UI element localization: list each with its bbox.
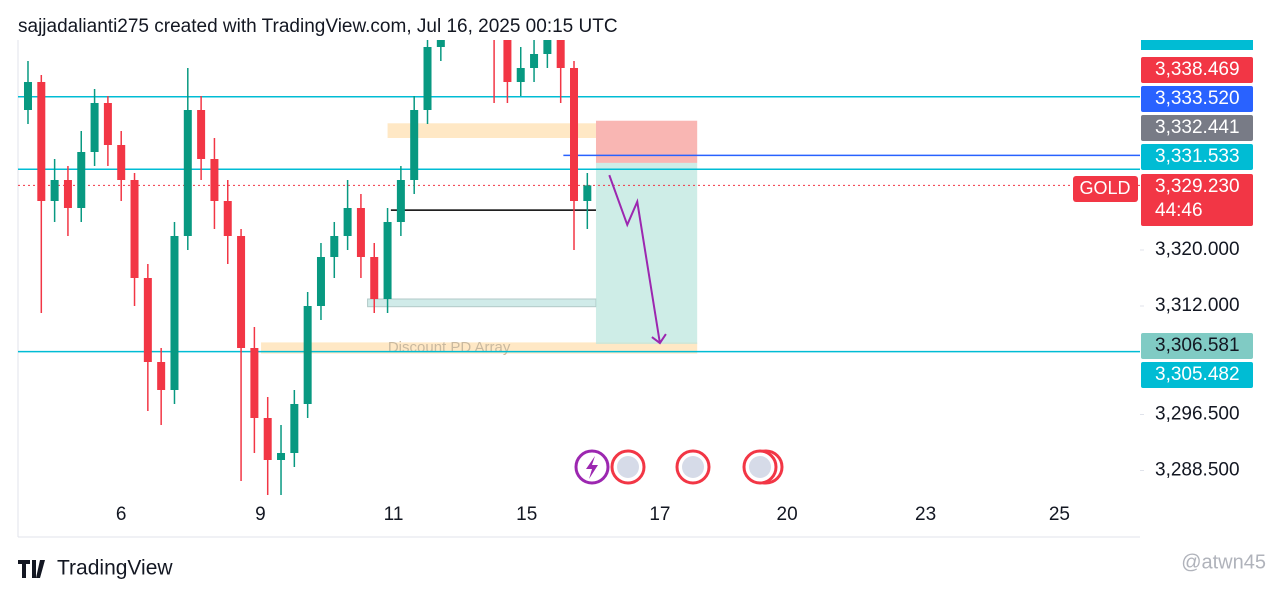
candle-body <box>63 180 72 208</box>
candle-body <box>530 54 539 68</box>
events <box>574 449 784 485</box>
x-tick-label: 15 <box>516 504 537 525</box>
event-icon <box>749 456 771 478</box>
candle-body <box>170 236 179 390</box>
price-badge-label: 3,306.581 <box>1155 335 1240 356</box>
candle-body <box>130 180 139 278</box>
candle-body <box>343 208 352 236</box>
event-icon <box>586 456 598 479</box>
candle-body <box>410 110 419 180</box>
candle-body <box>423 47 432 110</box>
candle-body <box>277 453 286 460</box>
price-badge <box>1141 115 1253 141</box>
price-badge-label: 3,333.520 <box>1155 88 1240 109</box>
candle-body <box>23 82 32 110</box>
candle-body <box>117 145 126 180</box>
stop-zone <box>595 120 698 163</box>
candle-body <box>383 222 392 299</box>
cut-badge <box>1141 40 1253 50</box>
symbol-badge <box>1073 176 1138 202</box>
x-tick-label: 11 <box>384 504 404 525</box>
candle-body <box>330 236 339 257</box>
candle-body <box>263 418 272 460</box>
x-tick-label: 25 <box>1049 504 1070 525</box>
candle-body <box>503 40 512 82</box>
y-tick-label: 3,288.500 <box>1155 460 1240 481</box>
price-badge <box>1141 57 1253 83</box>
candle-body <box>77 152 86 208</box>
x-tick-label: 23 <box>915 504 936 525</box>
candle-body <box>197 110 206 159</box>
projection-path <box>608 174 661 344</box>
arrow-head <box>651 333 667 345</box>
price-badge <box>1141 333 1253 359</box>
price-badge-label: 3,332.441 <box>1155 117 1240 138</box>
x-tick-label: 17 <box>649 504 670 525</box>
logo <box>18 560 45 578</box>
range-box <box>367 298 597 308</box>
price-badge-label: 3,329.230 <box>1155 176 1240 197</box>
candle-body <box>370 257 379 299</box>
price-badge <box>1141 174 1253 226</box>
plot-area: Discount PD Array <box>18 40 1140 495</box>
candle-body <box>583 185 592 201</box>
candle-body <box>223 201 232 236</box>
candle-body <box>543 40 552 54</box>
candle-body <box>237 236 246 348</box>
zone <box>387 123 596 138</box>
candle-body <box>316 257 325 306</box>
candle-body <box>570 68 579 201</box>
x-tick-label: 9 <box>255 504 266 525</box>
brand: TradingView <box>57 557 173 580</box>
price-badge-label: 3,331.533 <box>1155 146 1240 167</box>
candle-body <box>37 82 46 201</box>
candle-body <box>516 68 525 82</box>
x-tick-label: 20 <box>777 504 798 525</box>
candle-body <box>303 306 312 404</box>
candle-body <box>183 110 192 236</box>
candle-body <box>157 362 166 390</box>
header: sajjadalianti275 created with TradingVie… <box>18 16 618 37</box>
y-tick-label: 3,320.000 <box>1155 239 1240 260</box>
price-badge <box>1141 86 1253 112</box>
price-badge <box>1141 362 1253 388</box>
candle-body <box>143 278 152 362</box>
event-icon <box>682 456 704 478</box>
candle-body <box>50 180 59 201</box>
watermark: @atwn45 <box>1181 551 1266 573</box>
candle-body <box>556 40 565 68</box>
target-zone <box>595 162 698 344</box>
countdown: 44:46 <box>1155 200 1203 221</box>
candle-body <box>103 103 112 145</box>
x-tick-label: 6 <box>116 504 127 525</box>
price-badge-label: 3,338.469 <box>1155 59 1240 80</box>
y-tick-label: 3,296.500 <box>1155 404 1240 425</box>
symbol-label: GOLD <box>1079 178 1130 198</box>
zone <box>261 342 698 354</box>
candle-body <box>90 103 99 152</box>
candle-body <box>290 404 299 453</box>
candle-body <box>356 208 365 257</box>
y-tick-label: 3,312.000 <box>1155 295 1240 316</box>
candle-body <box>210 159 219 201</box>
price-badge <box>1141 144 1253 170</box>
candle-body <box>396 180 405 222</box>
price-badge-label: 3,305.482 <box>1155 364 1240 385</box>
zone-label: Discount PD Array <box>388 339 511 356</box>
candle-body <box>436 40 445 47</box>
event-icon <box>617 456 639 478</box>
candle-body <box>250 348 259 418</box>
